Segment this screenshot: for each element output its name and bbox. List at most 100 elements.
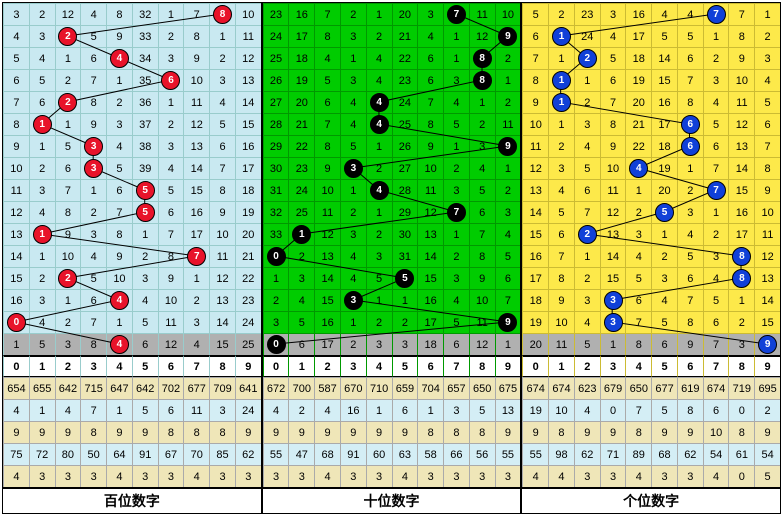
cell: 21 (625, 113, 651, 135)
stat-cell: 85 (209, 443, 235, 465)
cell: 5 (574, 333, 600, 355)
stat-cell: 4 (574, 399, 600, 421)
cell: 2 (340, 3, 366, 25)
cell: 14 (209, 311, 235, 333)
data-row: 15225103911222 (3, 267, 261, 289)
header-cell: 2 (314, 355, 340, 377)
cell: 1 (29, 223, 55, 245)
stat-cell: 657 (443, 377, 469, 399)
ball: 2 (58, 269, 77, 288)
cell: 3 (495, 201, 521, 223)
cell: 5 (495, 245, 521, 267)
data-row: 13193817171020 (3, 223, 261, 245)
cell: 1 (288, 223, 314, 245)
cell: 27 (263, 91, 289, 113)
cell: 3 (469, 135, 495, 157)
stat-cell: 4 (183, 465, 209, 487)
cell: 4 (703, 91, 729, 113)
cell: 1 (574, 245, 600, 267)
cell: 1 (574, 69, 600, 91)
stat-cell: 3 (495, 465, 521, 487)
stat-cell: 4 (314, 399, 340, 421)
ball: 5 (136, 203, 155, 222)
cell: 5 (651, 25, 677, 47)
cell: 17 (728, 223, 754, 245)
cell: 8 (728, 245, 754, 267)
cell: 7 (443, 201, 469, 223)
cell: 1 (443, 25, 469, 47)
cell: 4 (106, 47, 132, 69)
cell: 16 (522, 245, 548, 267)
cell: 3 (340, 289, 366, 311)
cell: 7 (443, 3, 469, 25)
cell: 1 (340, 179, 366, 201)
stat-cell: 1 (366, 399, 392, 421)
cell: 1 (158, 3, 184, 25)
cell: 1 (3, 333, 29, 355)
data-row: 312410142811352 (263, 179, 521, 201)
cell: 3 (183, 311, 209, 333)
stat-cell: 16 (340, 399, 366, 421)
cell: 12 (158, 333, 184, 355)
cell: 10 (548, 311, 574, 333)
cell: 6 (209, 135, 235, 157)
stat-cell: 9 (55, 421, 81, 443)
cell: 4 (29, 201, 55, 223)
cell: 10 (106, 267, 132, 289)
cell: 3 (288, 267, 314, 289)
cell: 13 (183, 135, 209, 157)
stat-cell: 5 (754, 465, 780, 487)
stat-cell: 655 (29, 377, 55, 399)
cell: 2 (158, 25, 184, 47)
cell: 5 (340, 135, 366, 157)
cell: 15 (183, 179, 209, 201)
stat-cell: 3 (209, 399, 235, 421)
ball: 4 (370, 181, 389, 200)
cell: 17 (314, 333, 340, 355)
cell: 2 (209, 47, 235, 69)
cell: 39 (132, 157, 158, 179)
section-0: 3212483217810432593328111541643439212652… (3, 3, 263, 513)
stat-cell: 695 (754, 377, 780, 399)
cell: 4 (548, 179, 574, 201)
cell: 8 (469, 69, 495, 91)
cell: 11 (314, 201, 340, 223)
stat-cell: 9 (366, 421, 392, 443)
cell: 12 (183, 113, 209, 135)
cell: 13 (600, 223, 626, 245)
cell: 7 (728, 3, 754, 25)
cell: 11 (417, 179, 443, 201)
cell: 16 (288, 3, 314, 25)
stat-cell: 75 (3, 443, 29, 465)
data-row: 0427151131424 (3, 311, 261, 333)
cell: 6 (677, 135, 703, 157)
cell: 26 (392, 135, 418, 157)
ball: 7 (707, 5, 726, 24)
cell: 25 (288, 201, 314, 223)
cell: 2 (55, 69, 81, 91)
stat-cell: 9 (314, 421, 340, 443)
cell: 6 (417, 69, 443, 91)
cell: 4 (340, 113, 366, 135)
header-cell: 8 (728, 355, 754, 377)
cell: 15 (235, 113, 261, 135)
cell: 9 (3, 135, 29, 157)
section-2: 5223316447716124417551827125181462938116… (522, 3, 780, 513)
cell: 13 (3, 223, 29, 245)
data-row: 28217442585211 (263, 113, 521, 135)
ball: 3 (604, 313, 623, 332)
cell: 14 (522, 201, 548, 223)
cell: 2 (703, 223, 729, 245)
cell: 4 (288, 289, 314, 311)
cell: 7 (3, 91, 29, 113)
stat-cell: 9 (29, 421, 55, 443)
ball: 6 (161, 71, 180, 90)
cell: 6 (754, 113, 780, 135)
cell: 5 (132, 179, 158, 201)
cell: 1 (469, 91, 495, 113)
data-row: 3212483217810 (3, 3, 261, 25)
ball: 3 (84, 137, 103, 156)
stat-cell: 9 (574, 421, 600, 443)
cell: 8 (625, 333, 651, 355)
cell: 5 (469, 179, 495, 201)
